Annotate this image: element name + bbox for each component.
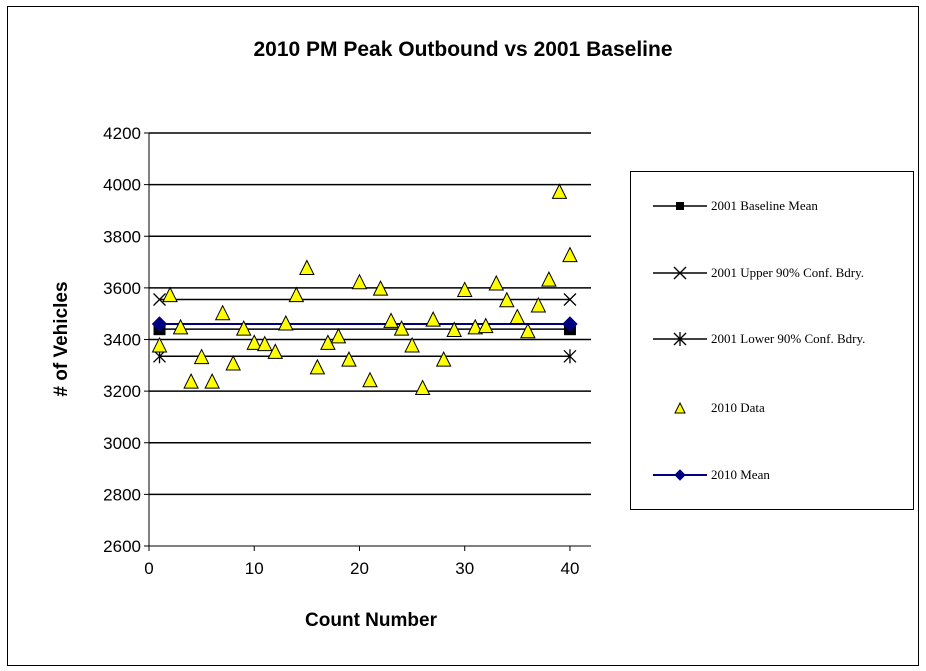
data-2010-point <box>204 372 220 389</box>
chart-title: 2010 PM Peak Outbound vs 2001 Baseline <box>253 38 673 61</box>
data-2010-point <box>425 311 441 327</box>
y-tick-label: 3400 <box>103 331 141 350</box>
data-markers <box>151 183 578 396</box>
data-2010-point <box>193 348 210 365</box>
y-tick-label: 3000 <box>103 434 141 453</box>
legend-item: 2010 Data <box>649 398 765 418</box>
legend-label: 2001 Upper 90% Conf. Bdry. <box>711 265 864 280</box>
y-tick-label: 4200 <box>103 124 141 143</box>
upper-bound-marker-stroke <box>153 293 166 306</box>
legend-swatch <box>653 469 707 481</box>
legend-swatch <box>653 266 707 280</box>
data-2010-point <box>225 354 241 371</box>
data-2010-point <box>172 318 189 335</box>
x-tick-label: 30 <box>455 559 474 578</box>
legend-label: 2010 Data <box>711 400 765 415</box>
data-2010-point <box>235 320 252 336</box>
data-2010-point <box>330 327 347 344</box>
data-2010-point <box>393 320 410 336</box>
data-2010-point <box>446 321 462 337</box>
legend-label: 2001 Baseline Mean <box>711 198 818 213</box>
y-tick-label: 3600 <box>103 279 141 298</box>
data-2010-point <box>341 351 357 367</box>
y-axis-title: # of Vehicles <box>51 281 72 396</box>
lower-bound-marker <box>673 332 687 346</box>
grid-lines <box>149 132 591 496</box>
data-2010-point <box>162 286 178 303</box>
data-2010-point <box>351 273 368 290</box>
axes: 2600 2800 3000 3200 3400 3600 3800 4000 4200 0 10 2… <box>103 124 591 578</box>
x-tick-label: 20 <box>350 559 369 578</box>
upper-bound-marker <box>563 293 577 306</box>
data-2010-point <box>562 246 578 263</box>
y-tick-label: 2600 <box>103 537 141 556</box>
data-2010-point <box>488 274 505 291</box>
mean-2010-marker <box>674 469 686 481</box>
lower-bound-marker <box>563 349 577 364</box>
data-2010-point <box>541 271 557 287</box>
legend-item: 2001 Upper 90% Conf. Bdry. <box>649 263 864 283</box>
data-2010-point <box>299 259 315 276</box>
upper-bound-marker <box>673 266 687 280</box>
data-2010-point <box>288 286 305 303</box>
y-tick-label: 2800 <box>103 485 141 504</box>
data-2010-point <box>362 371 378 388</box>
legend-swatch <box>653 332 707 346</box>
upper-bound-marker-stroke <box>563 293 577 306</box>
y-tick-label: 3200 <box>103 382 141 401</box>
data-2010-point <box>404 336 420 353</box>
upper-bound-marker <box>153 293 166 306</box>
upper-bound-marker-stroke <box>673 266 687 280</box>
data-2010-point <box>414 379 431 396</box>
data-2010-point <box>509 308 526 325</box>
baseline-mean-marker <box>676 202 684 210</box>
x-tick-label: 10 <box>245 559 264 578</box>
y-tick-label: 4000 <box>103 176 141 195</box>
data-2010-point <box>674 401 686 414</box>
legend-swatch <box>674 401 686 414</box>
data-2010-point <box>456 281 473 297</box>
data-2010-point <box>477 317 494 334</box>
data-2010-point <box>372 280 389 296</box>
data-2010-point <box>214 304 231 321</box>
data-2010-point <box>499 291 515 308</box>
data-2010-point <box>151 336 168 353</box>
data-2010-point <box>467 318 484 335</box>
legend-label: 2010 Mean <box>711 467 770 482</box>
legend-swatch <box>653 202 707 210</box>
data-2010-point <box>246 334 263 350</box>
data-2010-point <box>256 335 273 352</box>
legend-item: 2010 Mean <box>649 465 770 485</box>
x-tick-label: 0 <box>144 559 153 578</box>
series-lines <box>159 298 570 358</box>
legend-item: 2001 Lower 90% Conf. Bdry. <box>649 329 865 349</box>
data-2010-point <box>183 372 199 389</box>
data-2010-point <box>520 322 536 339</box>
data-2010-point <box>278 314 294 331</box>
x-tick-label: 40 <box>560 559 579 578</box>
x-axis-title: Count Number <box>305 610 438 631</box>
legend-label: 2001 Lower 90% Conf. Bdry. <box>711 331 866 346</box>
mean-2010-marker <box>562 316 578 332</box>
data-2010-point <box>551 183 568 199</box>
data-2010-point <box>435 351 452 367</box>
y-tick-label: 3800 <box>103 227 141 246</box>
legend: 2001 Baseline Mean 2001 Upper 90% Conf. B… <box>630 171 914 510</box>
data-2010-point <box>383 312 399 328</box>
data-2010-point <box>309 358 326 375</box>
legend-item: 2001 Baseline Mean <box>649 196 818 216</box>
data-2010-point <box>530 296 547 313</box>
mean-2010-marker <box>151 316 168 332</box>
data-2010-point <box>267 343 284 359</box>
